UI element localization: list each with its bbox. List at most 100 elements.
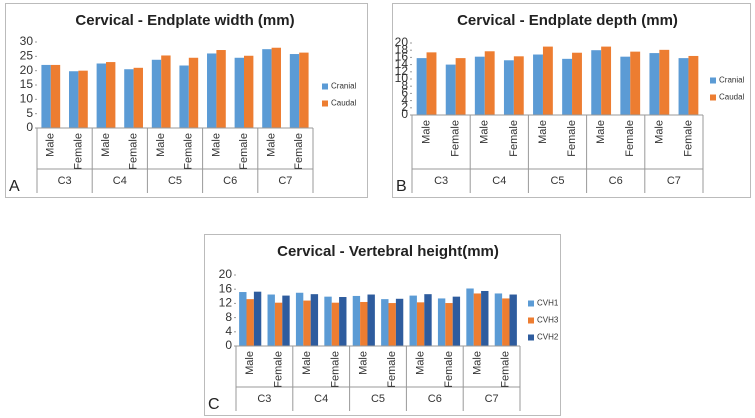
bar: [274, 302, 283, 346]
y-tick-label: 18: [395, 42, 409, 56]
y-tick-label: 14: [395, 57, 409, 71]
bar: [388, 303, 396, 346]
bar: [452, 296, 461, 346]
bar: [244, 55, 254, 129]
x-tick-label: Male: [100, 133, 112, 157]
bar: [271, 47, 281, 128]
bar: [234, 57, 244, 129]
bar: [289, 54, 300, 128]
x-tick-label: Female: [624, 120, 636, 157]
bar: [216, 50, 226, 128]
x-tick-label: Male: [595, 120, 607, 144]
group-label: C7: [485, 393, 499, 405]
bar: [466, 288, 474, 346]
bar: [106, 62, 116, 128]
x-tick-label: Male: [479, 120, 491, 144]
bar: [481, 290, 489, 346]
bar: [339, 297, 347, 346]
legend-swatch: [710, 77, 716, 84]
x-tick-label: Male: [420, 120, 432, 144]
bar: [591, 50, 602, 116]
bar: [426, 52, 437, 115]
bar: [50, 64, 61, 128]
bar: [601, 46, 612, 115]
bar: [299, 52, 309, 128]
x-tick-label: Male: [358, 351, 370, 375]
x-tick-label: Male: [266, 133, 278, 157]
group-label: C5: [371, 393, 385, 405]
x-tick-label: Female: [72, 133, 84, 170]
y-tick-label: 30: [20, 34, 34, 48]
bar: [262, 49, 272, 128]
x-tick-label: Male: [210, 133, 222, 157]
bar: [688, 55, 699, 115]
legend-swatch: [322, 100, 328, 107]
bar: [659, 49, 670, 116]
bar: [395, 298, 404, 346]
bar: [678, 58, 689, 115]
x-tick-label: Female: [500, 351, 512, 388]
y-tick-label: 4: [225, 324, 232, 338]
x-tick-label: Female: [293, 133, 305, 170]
bar: [445, 64, 456, 115]
x-tick-label: Female: [450, 120, 462, 157]
legend-swatch: [322, 83, 328, 90]
bar: [295, 292, 304, 346]
y-tick-label: 10: [20, 92, 34, 106]
bar: [310, 294, 319, 346]
bar: [179, 65, 189, 128]
panel-label: A: [9, 178, 20, 195]
bar: [151, 59, 162, 129]
bar: [437, 298, 446, 346]
group-label: C4: [113, 175, 127, 187]
bar: [533, 54, 543, 115]
bar: [267, 294, 275, 346]
x-tick-label: Female: [329, 351, 341, 388]
bar: [253, 291, 262, 346]
y-tick-label: 16: [219, 281, 233, 295]
bar: [352, 295, 361, 346]
group-label: C7: [278, 175, 292, 187]
x-tick-label: Male: [653, 120, 665, 144]
y-tick-label: 10: [395, 71, 409, 85]
x-tick-label: Male: [537, 120, 549, 144]
y-tick-label: 6: [401, 86, 408, 100]
group-label: C4: [492, 175, 506, 187]
group-label: C3: [257, 393, 271, 405]
group-label: C6: [223, 175, 237, 187]
legend-label: Caudal: [719, 93, 745, 102]
y-tick-label: 8: [401, 78, 408, 92]
legend-label: Cranial: [331, 82, 357, 91]
y-tick-label: 12: [395, 64, 409, 78]
chart-title: Cervical - Vertebral height(mm): [277, 243, 499, 260]
bar: [513, 56, 524, 115]
bar: [124, 69, 134, 128]
bar: [630, 51, 641, 115]
bar: [416, 302, 425, 346]
legend-label: Caudal: [331, 99, 357, 108]
panel-label: B: [396, 178, 407, 195]
bar: [409, 295, 417, 346]
chart-title: Cervical - Endplate width (mm): [75, 12, 294, 29]
legend-swatch: [528, 317, 534, 324]
chart-title: Cervical - Endplate depth (mm): [457, 12, 678, 29]
bar: [367, 294, 375, 346]
group-label: C4: [314, 393, 328, 405]
y-tick-label: 0: [26, 120, 33, 134]
legend-label: CVH1: [537, 299, 559, 308]
y-tick-label: 0: [401, 107, 408, 121]
bar: [69, 71, 79, 128]
y-tick-label: 8: [225, 310, 232, 324]
bar: [360, 301, 368, 346]
bar: [620, 56, 631, 115]
x-tick-label: Female: [128, 133, 140, 170]
y-tick-label: 5: [26, 106, 33, 120]
group-label: C7: [667, 175, 681, 187]
bar: [207, 53, 217, 128]
x-tick-label: Male: [415, 351, 427, 375]
x-tick-label: Female: [273, 351, 285, 388]
bar: [649, 53, 660, 115]
bar: [331, 302, 340, 346]
bar: [133, 67, 143, 128]
bar: [424, 294, 432, 346]
